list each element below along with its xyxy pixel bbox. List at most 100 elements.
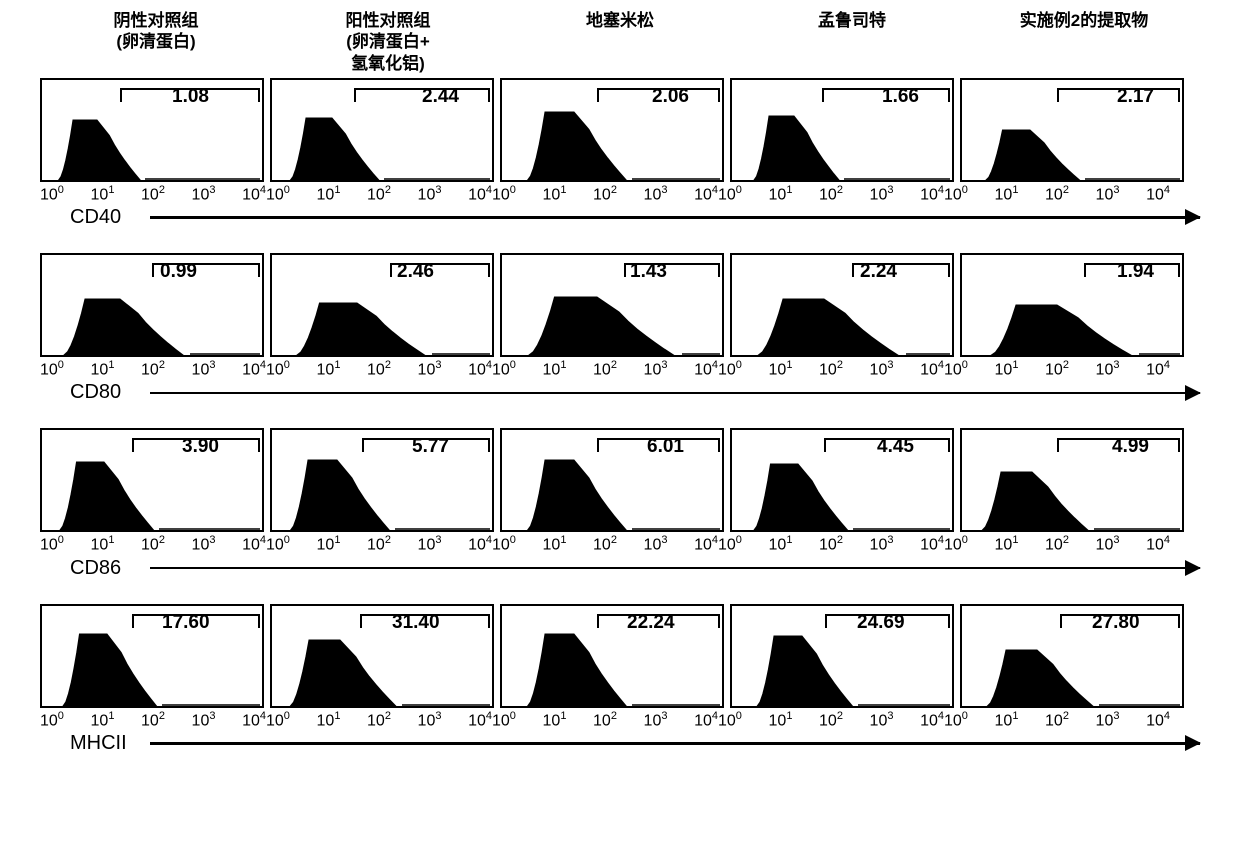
x-tick: 101 [91,184,115,204]
column-header: 阴性对照组(卵清蛋白) [40,10,272,74]
x-tick: 101 [543,534,567,554]
x-tick: 103 [644,359,668,379]
x-tick: 100 [266,184,290,204]
x-tick: 103 [192,710,216,730]
histogram-plot: 2.46 [270,253,494,357]
x-tick: 103 [418,184,442,204]
x-tick: 102 [1045,710,1069,730]
gate-value: 1.94 [1117,261,1154,283]
x-tick: 104 [694,534,718,554]
x-tick: 104 [242,359,266,379]
x-tick: 100 [944,710,968,730]
gate-value: 0.99 [160,261,197,283]
marker-label: CD86 [70,557,140,580]
x-ticks: 100101102103104 [492,532,718,554]
x-ticks-row: 1001011021031041001011021031041001011021… [40,182,1239,204]
x-tick: 104 [694,710,718,730]
gate-value: 2.17 [1117,86,1154,108]
histogram-plot: 17.60 [40,604,264,708]
x-tick: 104 [242,534,266,554]
x-tick: 104 [1146,710,1170,730]
gate-value: 4.45 [877,436,914,458]
x-tick: 101 [317,710,341,730]
x-tick: 101 [769,184,793,204]
x-tick: 101 [91,359,115,379]
x-tick: 102 [819,359,843,379]
plot-row: 17.6031.4022.2424.6927.80 [40,604,1239,708]
gate-value: 1.43 [630,261,667,283]
histogram-plot: 2.44 [270,78,494,182]
x-ticks: 100101102103104 [492,357,718,379]
x-ticks: 100101102103104 [718,708,944,730]
x-tick: 104 [242,184,266,204]
x-tick: 101 [995,710,1019,730]
gate-value: 22.24 [627,612,675,634]
x-tick: 100 [718,534,742,554]
x-tick: 103 [1096,710,1120,730]
x-tick: 101 [995,359,1019,379]
x-tick: 101 [543,710,567,730]
column-header: 阳性对照组(卵清蛋白+氢氧化铝) [272,10,504,74]
x-tick: 104 [468,710,492,730]
x-tick: 100 [492,359,516,379]
x-tick: 100 [266,359,290,379]
marker-label-row: CD40 [70,206,1239,229]
marker-label-row: CD80 [70,381,1239,404]
x-ticks-row: 1001011021031041001011021031041001011021… [40,532,1239,554]
axis-arrow [150,216,1200,219]
x-tick: 100 [492,184,516,204]
x-tick: 101 [769,534,793,554]
gate-value: 2.06 [652,86,689,108]
column-header: 孟鲁司特 [736,10,968,74]
x-tick: 103 [870,710,894,730]
x-tick: 100 [40,359,64,379]
x-tick: 102 [819,184,843,204]
x-tick: 102 [1045,184,1069,204]
x-ticks: 100101102103104 [266,532,492,554]
gate-value: 2.46 [397,261,434,283]
x-tick: 101 [543,184,567,204]
x-tick: 101 [317,359,341,379]
x-tick: 102 [593,359,617,379]
x-tick: 100 [40,184,64,204]
column-headers: 阴性对照组(卵清蛋白)阳性对照组(卵清蛋白+氢氧化铝)地塞米松孟鲁司特实施例2的… [40,10,1239,74]
histogram-plot: 1.43 [500,253,724,357]
marker-row: 17.6031.4022.2424.6927.80100101102103104… [10,604,1239,755]
gate-value: 4.99 [1112,436,1149,458]
x-tick: 103 [418,710,442,730]
x-tick: 104 [468,359,492,379]
x-tick: 103 [644,184,668,204]
x-tick: 101 [91,710,115,730]
gate-value: 2.24 [860,261,897,283]
x-tick: 100 [266,710,290,730]
histogram-plot: 31.40 [270,604,494,708]
marker-label: CD80 [70,381,140,404]
column-header: 实施例2的提取物 [968,10,1200,74]
gate-value: 5.77 [412,436,449,458]
gate-value: 1.08 [172,86,209,108]
x-tick: 101 [769,710,793,730]
axis-arrow [150,567,1200,570]
x-tick: 102 [141,359,165,379]
x-ticks: 100101102103104 [492,182,718,204]
marker-row: 0.992.461.432.241.9410010110210310410010… [10,253,1239,404]
x-ticks-row: 1001011021031041001011021031041001011021… [40,708,1239,730]
x-ticks: 100101102103104 [40,708,266,730]
axis-arrow [150,742,1200,745]
x-tick: 103 [644,534,668,554]
x-tick: 103 [870,359,894,379]
x-tick: 102 [367,359,391,379]
gate-value: 17.60 [162,612,210,634]
marker-label-row: CD86 [70,557,1239,580]
x-tick: 103 [192,359,216,379]
marker-label-row: MHCII [70,732,1239,755]
x-ticks: 100101102103104 [944,357,1170,379]
x-tick: 102 [819,710,843,730]
x-tick: 103 [644,710,668,730]
x-tick: 101 [543,359,567,379]
x-tick: 103 [1096,359,1120,379]
x-tick: 102 [593,710,617,730]
histogram-plot: 24.69 [730,604,954,708]
x-ticks: 100101102103104 [266,182,492,204]
histogram-plot: 2.24 [730,253,954,357]
